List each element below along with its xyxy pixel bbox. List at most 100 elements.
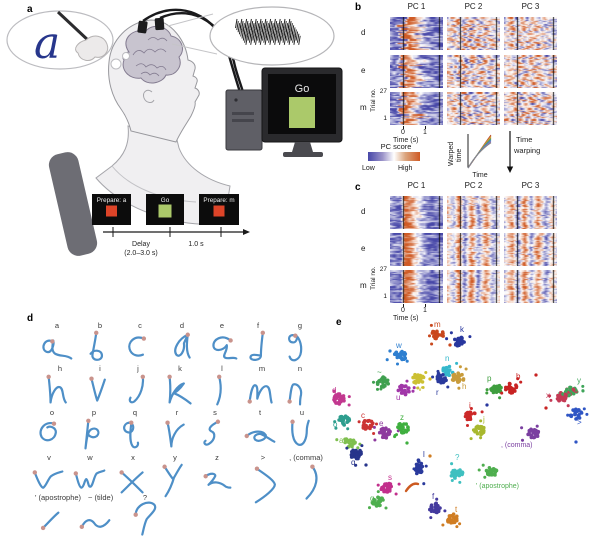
pen-trajectory bbox=[47, 375, 67, 404]
b-tick1-mark bbox=[425, 126, 426, 129]
trajectory-start-dot bbox=[162, 464, 167, 469]
task-screen-text-1: Prepare: a bbox=[97, 197, 127, 204]
letter-q: q bbox=[123, 408, 140, 449]
outlier-arc bbox=[404, 482, 420, 493]
stray-dot-7 bbox=[574, 440, 578, 444]
letter-s: s bbox=[203, 408, 221, 446]
b-trial-axis: Trial no. bbox=[369, 88, 377, 112]
cluster-~: ~ bbox=[371, 368, 390, 391]
implant-connector-1 bbox=[137, 20, 148, 34]
cluster-j: j bbox=[469, 415, 486, 441]
c-header-pc3: PC 3 bbox=[521, 181, 540, 190]
cluster-label-d: d bbox=[332, 386, 336, 395]
cluster-label-u: u bbox=[396, 393, 400, 402]
go-cue-text: Go bbox=[295, 83, 310, 95]
brain-fold bbox=[135, 63, 167, 71]
time-warp-label-1: Time bbox=[516, 135, 532, 144]
svg-text:>: > bbox=[261, 453, 266, 462]
svg-text:e: e bbox=[220, 321, 224, 330]
b-time-label: Time (s) bbox=[393, 137, 419, 144]
trajectory-start-dot bbox=[310, 464, 315, 469]
stray-dot-8 bbox=[534, 373, 538, 377]
cluster-label-j: j bbox=[482, 415, 485, 424]
cluster-k: k bbox=[445, 325, 472, 348]
cluster-label-w: w bbox=[395, 341, 402, 350]
b-tick0-mark bbox=[403, 126, 404, 129]
letter-~ (tilde): ~ (tilde) bbox=[79, 493, 114, 530]
panel-a-illustration: a Go Prepare: a Go Prepare: m Delay (2.0–3.0 s… bbox=[6, 6, 343, 257]
trajectory-start-dot bbox=[133, 512, 138, 517]
pen-trajectory bbox=[39, 422, 57, 442]
electrode-array-spikes bbox=[235, 18, 301, 45]
trajectory-start-dot bbox=[290, 419, 295, 424]
pen-trajectory bbox=[163, 463, 183, 498]
c-trial-top: 27 bbox=[379, 266, 387, 273]
cluster-x: x bbox=[546, 391, 570, 408]
letter-u: u bbox=[290, 408, 310, 446]
electrode-array-inset bbox=[209, 6, 335, 66]
pen-trajectory bbox=[80, 519, 111, 528]
letter-, (comma): , (comma) bbox=[289, 453, 323, 500]
pen-trajectory bbox=[216, 375, 222, 406]
heatmap-b-e-pc3 bbox=[504, 55, 557, 88]
c-trial-axis: Trial no. bbox=[369, 266, 377, 290]
heatmap-b-e-pc1 bbox=[390, 55, 443, 88]
ear bbox=[143, 89, 155, 103]
cluster-label-b: b bbox=[516, 372, 521, 381]
heatmap-c-d-pc3 bbox=[504, 196, 557, 229]
trajectory-start-dot bbox=[119, 470, 124, 475]
cluster-label-~: ~ bbox=[377, 368, 382, 377]
pen-trajectory bbox=[203, 420, 220, 446]
cluster-n: n bbox=[435, 354, 459, 380]
c-tick0-mark bbox=[403, 304, 404, 307]
heatmap-c-e-pc1 bbox=[390, 233, 443, 266]
cluster-label-?: ? bbox=[455, 453, 460, 462]
letter-t: t bbox=[244, 408, 276, 443]
heatmap-c-m-pc1 bbox=[390, 270, 443, 303]
trajectory-start-dot bbox=[46, 374, 51, 379]
heatmap-c-d-pc1 bbox=[390, 196, 443, 229]
pen-trajectory bbox=[120, 471, 144, 494]
letter-e: e bbox=[212, 321, 238, 360]
cluster-p: p bbox=[485, 374, 503, 400]
pen-trajectory bbox=[174, 333, 191, 359]
svg-text:g: g bbox=[298, 321, 302, 330]
heatmap-b-d-pc3 bbox=[504, 17, 557, 50]
warp-x-label: Time bbox=[472, 172, 487, 179]
cluster-o: o bbox=[333, 414, 352, 431]
c-time-label: Time (s) bbox=[393, 315, 419, 322]
cluster-e: e bbox=[372, 419, 400, 442]
svg-text:s: s bbox=[213, 408, 217, 417]
cluster-label-c: c bbox=[361, 411, 365, 420]
pen-trajectory bbox=[305, 465, 318, 500]
svg-text:z: z bbox=[215, 453, 219, 462]
cluster-?: ? bbox=[449, 453, 465, 484]
cluster-label-p: p bbox=[487, 374, 492, 383]
pen-trajectory bbox=[249, 331, 264, 361]
cluster-label-t: t bbox=[455, 505, 458, 514]
cluster-label-i: i bbox=[469, 401, 471, 410]
inset-line-2 bbox=[171, 43, 218, 55]
letter->: > bbox=[254, 453, 276, 504]
task-screen-text-2: Go bbox=[161, 197, 170, 204]
task-screen-square-1 bbox=[106, 205, 117, 217]
stray-dot-5 bbox=[405, 441, 409, 445]
trajectory-start-dot bbox=[247, 399, 252, 404]
cluster-label-y: y bbox=[577, 376, 581, 385]
letter-i: i bbox=[89, 364, 106, 402]
c-row-e: e bbox=[361, 244, 366, 253]
cluster-z: z bbox=[393, 413, 410, 439]
heatmap-c-e-pc3 bbox=[504, 233, 557, 266]
cluster-label-o: o bbox=[333, 420, 338, 429]
pen-trajectory bbox=[248, 384, 273, 404]
svg-text:time: time bbox=[456, 149, 463, 162]
stray-dot-6 bbox=[388, 349, 392, 353]
letter-c: c bbox=[128, 321, 147, 357]
stray-dot-3 bbox=[544, 406, 548, 410]
trajectory-start-dot bbox=[287, 399, 292, 404]
trajectory-start-dot bbox=[79, 524, 84, 530]
pen-trajectory bbox=[287, 333, 303, 362]
cluster-' (apostrophe): ' (apostrophe) bbox=[476, 463, 519, 490]
timeline-arrowhead bbox=[243, 229, 250, 235]
